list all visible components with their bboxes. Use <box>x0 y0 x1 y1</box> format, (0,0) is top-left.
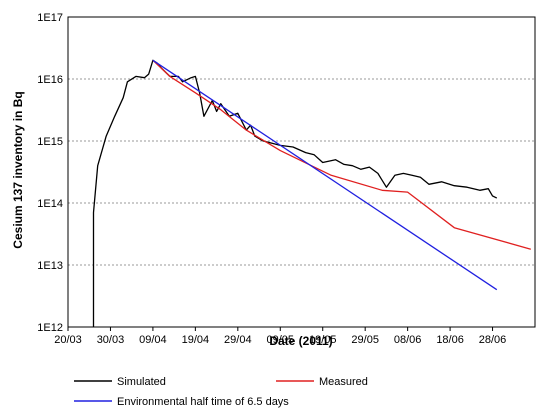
x-tick-label: 19/05 <box>309 334 337 346</box>
series-line-measured <box>152 59 531 250</box>
x-tick-label: 30/03 <box>97 334 125 346</box>
x-tick-label: 20/03 <box>54 334 82 346</box>
x-tick-label: 09/04 <box>139 334 167 346</box>
legend-label-environmental: Environmental half time of 6.5 days <box>117 396 289 408</box>
legend-label-simulated: Simulated <box>117 376 166 388</box>
x-tick-label: 19/04 <box>182 334 210 346</box>
gridlines <box>68 78 535 266</box>
y-axis-title: Cesium 137 inventory in Bq <box>11 91 25 248</box>
series-line-environmental <box>152 59 498 291</box>
y-tick-label: 1E13 <box>37 260 63 272</box>
y-tick-labels: 1E12 1E13 1E14 1E15 1E16 1E17 <box>37 12 63 334</box>
legend: Simulated Measured Environmental half time… <box>74 376 368 408</box>
axes <box>67 16 536 331</box>
legend-label-measured: Measured <box>319 376 368 388</box>
series-layer <box>92 59 531 327</box>
y-tick-label: 1E15 <box>37 136 63 148</box>
x-tick-label: 08/06 <box>394 334 422 346</box>
y-tick-label: 1E16 <box>37 74 63 86</box>
x-tick-label: 09/05 <box>267 334 295 346</box>
x-tick-labels: 20/03 30/03 09/04 19/04 29/04 09/05 19/05 29/05… <box>54 334 506 346</box>
x-axis-title: Date (2011) <box>269 334 332 348</box>
y-tick-label: 1E14 <box>37 198 63 210</box>
x-tick-label: 29/04 <box>224 334 252 346</box>
y-tick-label: 1E17 <box>37 12 63 24</box>
plot-frame <box>67 16 536 328</box>
series-line-simulated <box>92 59 498 327</box>
x-tick-label: 18/06 <box>436 334 464 346</box>
x-tick-label: 28/06 <box>479 334 507 346</box>
x-tick-label: 29/05 <box>351 334 379 346</box>
y-tick-label: 1E12 <box>37 322 63 334</box>
